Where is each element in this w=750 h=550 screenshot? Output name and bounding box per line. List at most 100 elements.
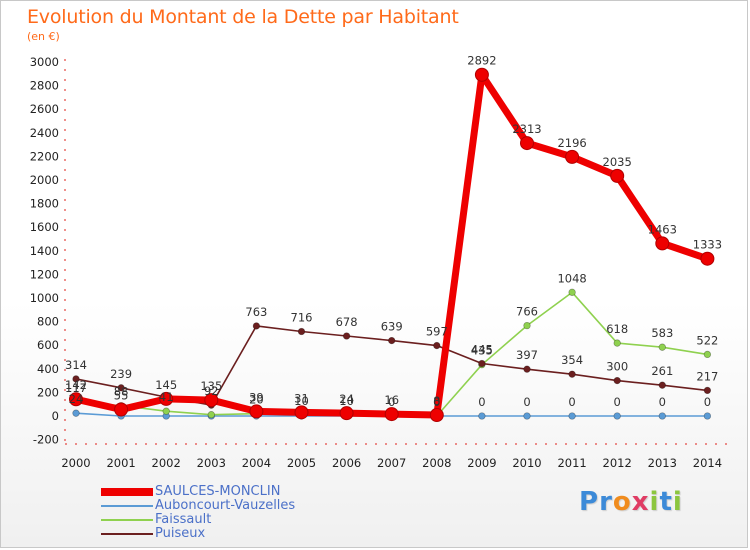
data-label: 766 xyxy=(516,305,538,319)
data-label: 354 xyxy=(561,353,583,367)
data-point xyxy=(72,375,80,383)
data-label: 445 xyxy=(471,342,493,356)
x-tick-label: 2014 xyxy=(693,456,722,470)
data-label: 24 xyxy=(69,392,84,406)
y-tick-label: 2800 xyxy=(30,79,59,93)
y-tick-label: 200 xyxy=(37,385,59,399)
data-point xyxy=(658,412,666,420)
logo-letter: i xyxy=(649,487,660,517)
x-tick-label: 2000 xyxy=(61,456,90,470)
legend-label: Puiseux xyxy=(155,526,206,541)
x-tick-label: 2012 xyxy=(603,456,632,470)
legend-swatch xyxy=(101,505,153,507)
data-label: 92 xyxy=(204,384,219,398)
data-point xyxy=(658,343,666,351)
y-tick-label: 0 xyxy=(52,409,59,423)
x-tick-label: 2001 xyxy=(106,456,135,470)
data-point xyxy=(478,359,486,368)
legend-swatch xyxy=(101,533,153,535)
y-tick-label: 1400 xyxy=(30,244,59,258)
data-label: 0 xyxy=(478,395,485,409)
x-tick-label: 2005 xyxy=(287,456,316,470)
data-label: 716 xyxy=(291,311,313,325)
legend-label: Faissault xyxy=(155,512,212,527)
legend-swatch xyxy=(101,519,153,521)
data-label: 300 xyxy=(606,360,628,374)
y-tick-label: 400 xyxy=(37,362,59,376)
data-label: 2313 xyxy=(512,122,541,136)
data-label: 597 xyxy=(426,325,448,339)
data-label: 261 xyxy=(651,364,673,378)
data-label: 435 xyxy=(471,344,493,358)
y-tick-label: 2600 xyxy=(30,102,59,116)
data-label: 41 xyxy=(159,390,174,404)
data-label: 583 xyxy=(651,326,673,340)
data-label: 0 xyxy=(523,395,530,409)
data-label: 0 xyxy=(704,395,711,409)
y-tick-label: 3000 xyxy=(30,55,59,69)
data-label: 639 xyxy=(381,320,403,334)
y-tick-label: 2400 xyxy=(30,126,59,140)
logo-letter: o xyxy=(612,487,632,517)
data-point xyxy=(69,392,83,407)
data-point xyxy=(703,350,712,359)
data-label: 1463 xyxy=(648,222,677,236)
data-point xyxy=(207,411,215,419)
data-point xyxy=(297,327,306,336)
data-point xyxy=(117,384,125,392)
logo-letter: i xyxy=(672,487,683,517)
x-tick-label: 2006 xyxy=(332,456,361,470)
data-point xyxy=(613,376,621,385)
data-point xyxy=(703,386,712,395)
data-point xyxy=(342,332,351,340)
data-label: 1048 xyxy=(557,271,586,285)
data-label: 135 xyxy=(200,379,222,393)
legend-item: Puiseux xyxy=(101,526,361,541)
data-point xyxy=(568,412,576,420)
data-point xyxy=(568,288,576,296)
y-tick-label: 1600 xyxy=(30,220,59,234)
data-point xyxy=(610,168,625,183)
y-tick-label: 800 xyxy=(37,315,59,329)
data-label: 2196 xyxy=(557,136,586,150)
legend-label: Auboncourt-Vauzelles xyxy=(155,498,296,513)
legend-item: Auboncourt-Vauzelles xyxy=(101,498,361,513)
data-point xyxy=(565,149,580,164)
data-label: 0 xyxy=(614,395,621,409)
y-tick-label: 600 xyxy=(37,338,59,352)
x-tick-label: 2009 xyxy=(467,456,496,470)
data-label: 10 xyxy=(339,394,354,408)
data-point xyxy=(474,67,489,82)
y-tick-label: 1800 xyxy=(30,197,59,211)
data-point xyxy=(388,336,396,345)
data-point xyxy=(249,404,264,419)
data-point xyxy=(162,407,170,415)
data-label: 0 xyxy=(568,395,575,409)
data-label: 55 xyxy=(114,389,129,403)
data-point xyxy=(433,341,441,350)
logo-letter: x xyxy=(631,487,650,517)
x-tick-label: 2003 xyxy=(197,456,226,470)
data-point xyxy=(655,236,670,251)
legend-item: SAULCES-MONCLIN xyxy=(101,484,361,499)
data-point xyxy=(520,136,534,151)
logo-letter: P xyxy=(579,487,600,517)
x-tick-label: 2010 xyxy=(512,456,541,470)
data-point xyxy=(429,408,444,423)
y-tick-label: -200 xyxy=(33,433,59,447)
data-point xyxy=(384,407,399,422)
data-label: 24 xyxy=(339,392,354,406)
data-label: 678 xyxy=(336,315,358,329)
chart-legend: SAULCES-MONCLIN Auboncourt-Vauzelles Faiss… xyxy=(101,484,361,541)
data-label: 2892 xyxy=(467,54,496,68)
data-point xyxy=(613,339,621,347)
x-tick-label: 2007 xyxy=(377,456,406,470)
y-tick-label: 2200 xyxy=(30,149,59,163)
data-label: 0 xyxy=(659,395,666,409)
data-point xyxy=(114,402,129,417)
data-label: 20 xyxy=(249,393,264,407)
data-label: 314 xyxy=(65,358,87,372)
data-point xyxy=(523,321,531,330)
